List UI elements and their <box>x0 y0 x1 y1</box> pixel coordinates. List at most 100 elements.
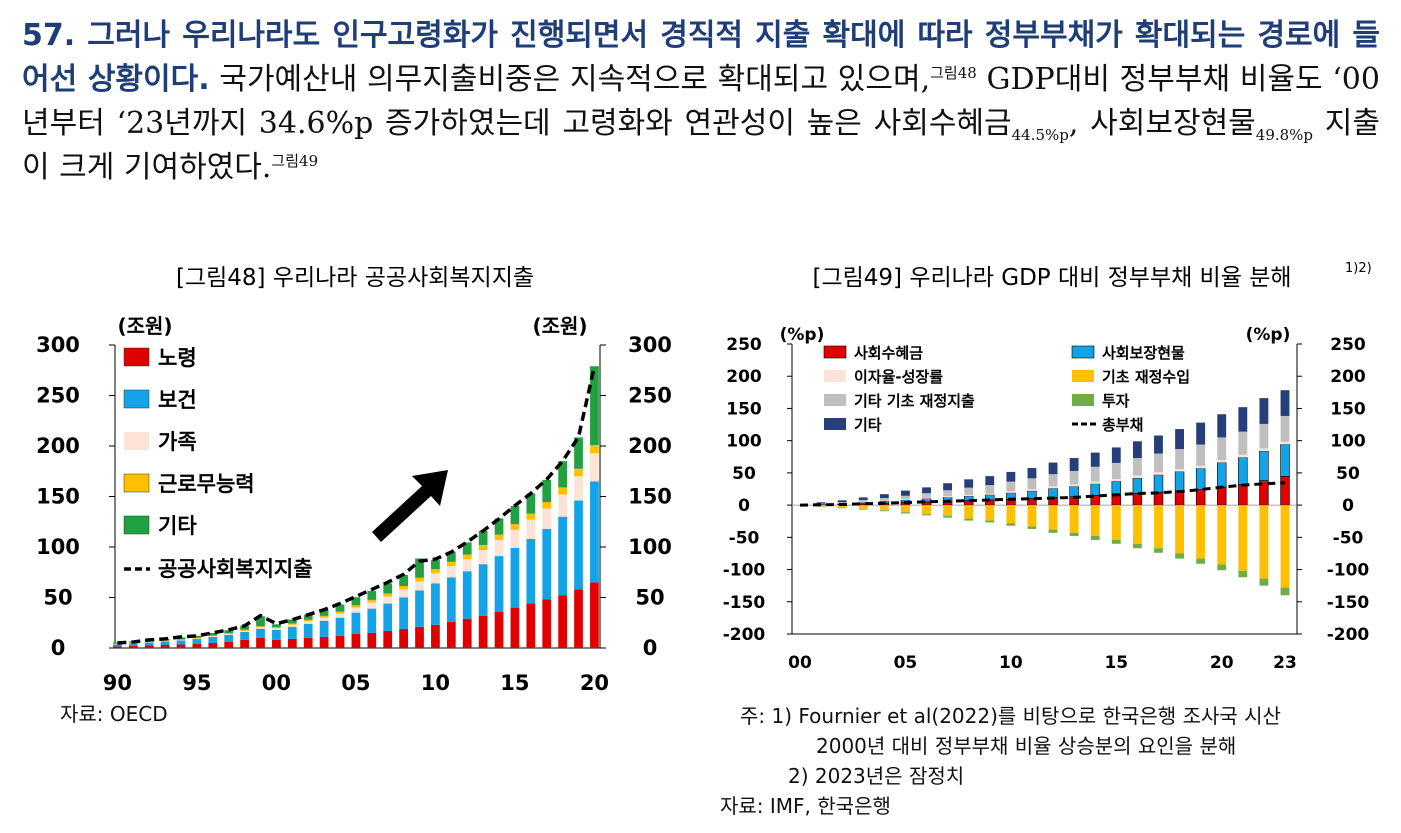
line-total-spending <box>117 365 597 645</box>
bar-기초 재정수입-2019 <box>1196 505 1206 559</box>
bar-투자-2023 <box>1280 587 1290 596</box>
bar-기타 기초 재정지출-2023 <box>1280 415 1290 442</box>
bar-기타-2006 <box>922 487 931 494</box>
y-tick-label-right: 250 <box>628 384 672 408</box>
bar-사회수혜금-2019 <box>1195 489 1206 506</box>
bar-투자-2008 <box>964 518 974 521</box>
bar-근로무능력-1998 <box>240 629 249 631</box>
legend-label-사회보장현물: 사회보장현물 <box>1102 344 1185 362</box>
bar-보건-2008 <box>399 597 408 629</box>
bar-보건-2006 <box>367 608 377 633</box>
bar-이자율-성장률-2012 <box>1048 486 1058 489</box>
bar-사회보장현물-2017 <box>1153 474 1164 493</box>
bar-노령-1990 <box>113 646 122 648</box>
bar-투자-2019 <box>1196 558 1206 564</box>
bar-투자-2018 <box>1175 553 1184 559</box>
bar-투자-2005 <box>901 512 910 514</box>
y-tick-label-left: 100 <box>36 535 80 559</box>
bar-가족-1992 <box>144 641 154 643</box>
bar-가족-2011 <box>446 566 456 578</box>
bar-기타-2017 <box>542 479 552 503</box>
x-tick-label: 00 <box>262 671 291 695</box>
bar-기타-2015 <box>1111 447 1121 463</box>
bar-기타-2006 <box>367 590 377 600</box>
bar-기타 기초 재정지출-2002 <box>837 502 847 504</box>
bar-노령-1999 <box>256 637 265 648</box>
bar-기초 재정수입-2022 <box>1259 505 1269 579</box>
bar-근로무능력-2007 <box>383 593 393 597</box>
bar-기타-2001 <box>816 502 826 504</box>
bar-기타-2012 <box>1048 462 1058 475</box>
legend-swatch-기타 기초 재정지출 <box>824 394 846 406</box>
bar-기타-2016 <box>526 493 536 514</box>
bar-이자율-성장률-2008 <box>964 494 974 497</box>
bar-가족-2018 <box>558 494 568 517</box>
bar-사회보장현물-2021 <box>1238 457 1248 485</box>
y-tick-label-left: 50 <box>732 464 756 484</box>
y-tick-label-right: -150 <box>1327 593 1370 613</box>
bar-근로무능력-1994 <box>176 639 186 640</box>
bar-이자율-성장률-2005 <box>901 498 910 500</box>
x-tick-label: 90 <box>103 671 132 695</box>
bar-노령-1998 <box>240 639 249 648</box>
y-tick-label-right: 100 <box>1330 432 1366 452</box>
bar-기타 기초 재정지출-2013 <box>1069 470 1079 485</box>
bar-사회보장현물-2014 <box>1090 483 1100 496</box>
bar-근로무능력-2004 <box>335 611 345 614</box>
bar-기타-2014 <box>494 518 504 535</box>
y-tick-label-left: -100 <box>723 561 766 581</box>
y-tick-label-right: 300 <box>628 333 672 357</box>
y-tick-label-left: 0 <box>51 636 66 660</box>
bar-이자율-성장률-2013 <box>1069 484 1079 487</box>
bar-투자-2004 <box>879 510 889 512</box>
bar-근로무능력-1996 <box>208 635 218 637</box>
bar-기초 재정수입-2002 <box>837 505 847 508</box>
y-tick-label-right: 50 <box>635 586 664 610</box>
y-tick-label-right: 50 <box>1336 464 1360 484</box>
y-tick-label-left: 150 <box>726 399 762 419</box>
y-tick-label-left: 300 <box>36 333 80 357</box>
x-tick-label: 23 <box>1273 653 1297 673</box>
line-total-debt <box>799 481 1286 507</box>
bar-기타-2012 <box>462 542 472 555</box>
y-tick-label-right: 150 <box>1330 399 1366 419</box>
bar-기타-2004 <box>879 494 889 499</box>
y-tick-label-right: 0 <box>1342 496 1354 516</box>
bar-사회보장현물-2012 <box>1048 488 1058 498</box>
bar-투자-2009 <box>985 520 995 523</box>
bar-기타 기초 재정지출-2014 <box>1090 466 1100 482</box>
bar-가족-1990 <box>113 643 122 645</box>
bar-근로무능력-2018 <box>558 487 568 495</box>
bar-기초 재정수입-2009 <box>985 505 995 521</box>
bar-기초 재정수입-2005 <box>901 505 910 513</box>
bar-노령-2000 <box>272 639 281 648</box>
figure-ref-49: 그림49 <box>271 152 319 170</box>
bar-기타 기초 재정지출-2015 <box>1111 462 1121 480</box>
y-tick-label-right: 150 <box>628 485 672 509</box>
bar-투자-2015 <box>1111 539 1121 544</box>
legend-label-기초 재정수입: 기초 재정수입 <box>1102 368 1190 386</box>
bar-가족-2000 <box>272 628 281 630</box>
bar-보건-1994 <box>176 640 186 645</box>
x-tick-label: 00 <box>788 653 812 673</box>
bar-기타-1998 <box>240 625 249 630</box>
intro-paragraph: 57. 그러나 우리나라도 인구고령화가 진행되면서 경직적 지출 확대에 따라… <box>22 14 1380 190</box>
bar-보건-1992 <box>144 642 154 646</box>
legend-label-보건: 보건 <box>158 388 197 412</box>
bar-노령-2016 <box>526 603 536 648</box>
bar-이자율-성장률-2020 <box>1217 460 1227 463</box>
legend-label-사회수혜금: 사회수혜금 <box>854 344 923 362</box>
legend-swatch-이자율-성장률 <box>824 370 846 382</box>
y-tick-label-left: -50 <box>729 528 760 548</box>
bar-기타-1996 <box>208 632 218 636</box>
bar-보건-2017 <box>542 528 552 600</box>
bar-사회보장현물-2016 <box>1132 477 1143 494</box>
bar-가족-2004 <box>335 613 345 618</box>
bar-가족-2020 <box>590 453 599 482</box>
chart-49-source: 자료: IMF, 한국은행 <box>720 794 891 818</box>
bar-보건-2001 <box>287 626 297 639</box>
legend-swatch-가족 <box>124 432 149 450</box>
x-tick-label: 10 <box>421 671 450 695</box>
bar-노령-2002 <box>303 637 313 648</box>
